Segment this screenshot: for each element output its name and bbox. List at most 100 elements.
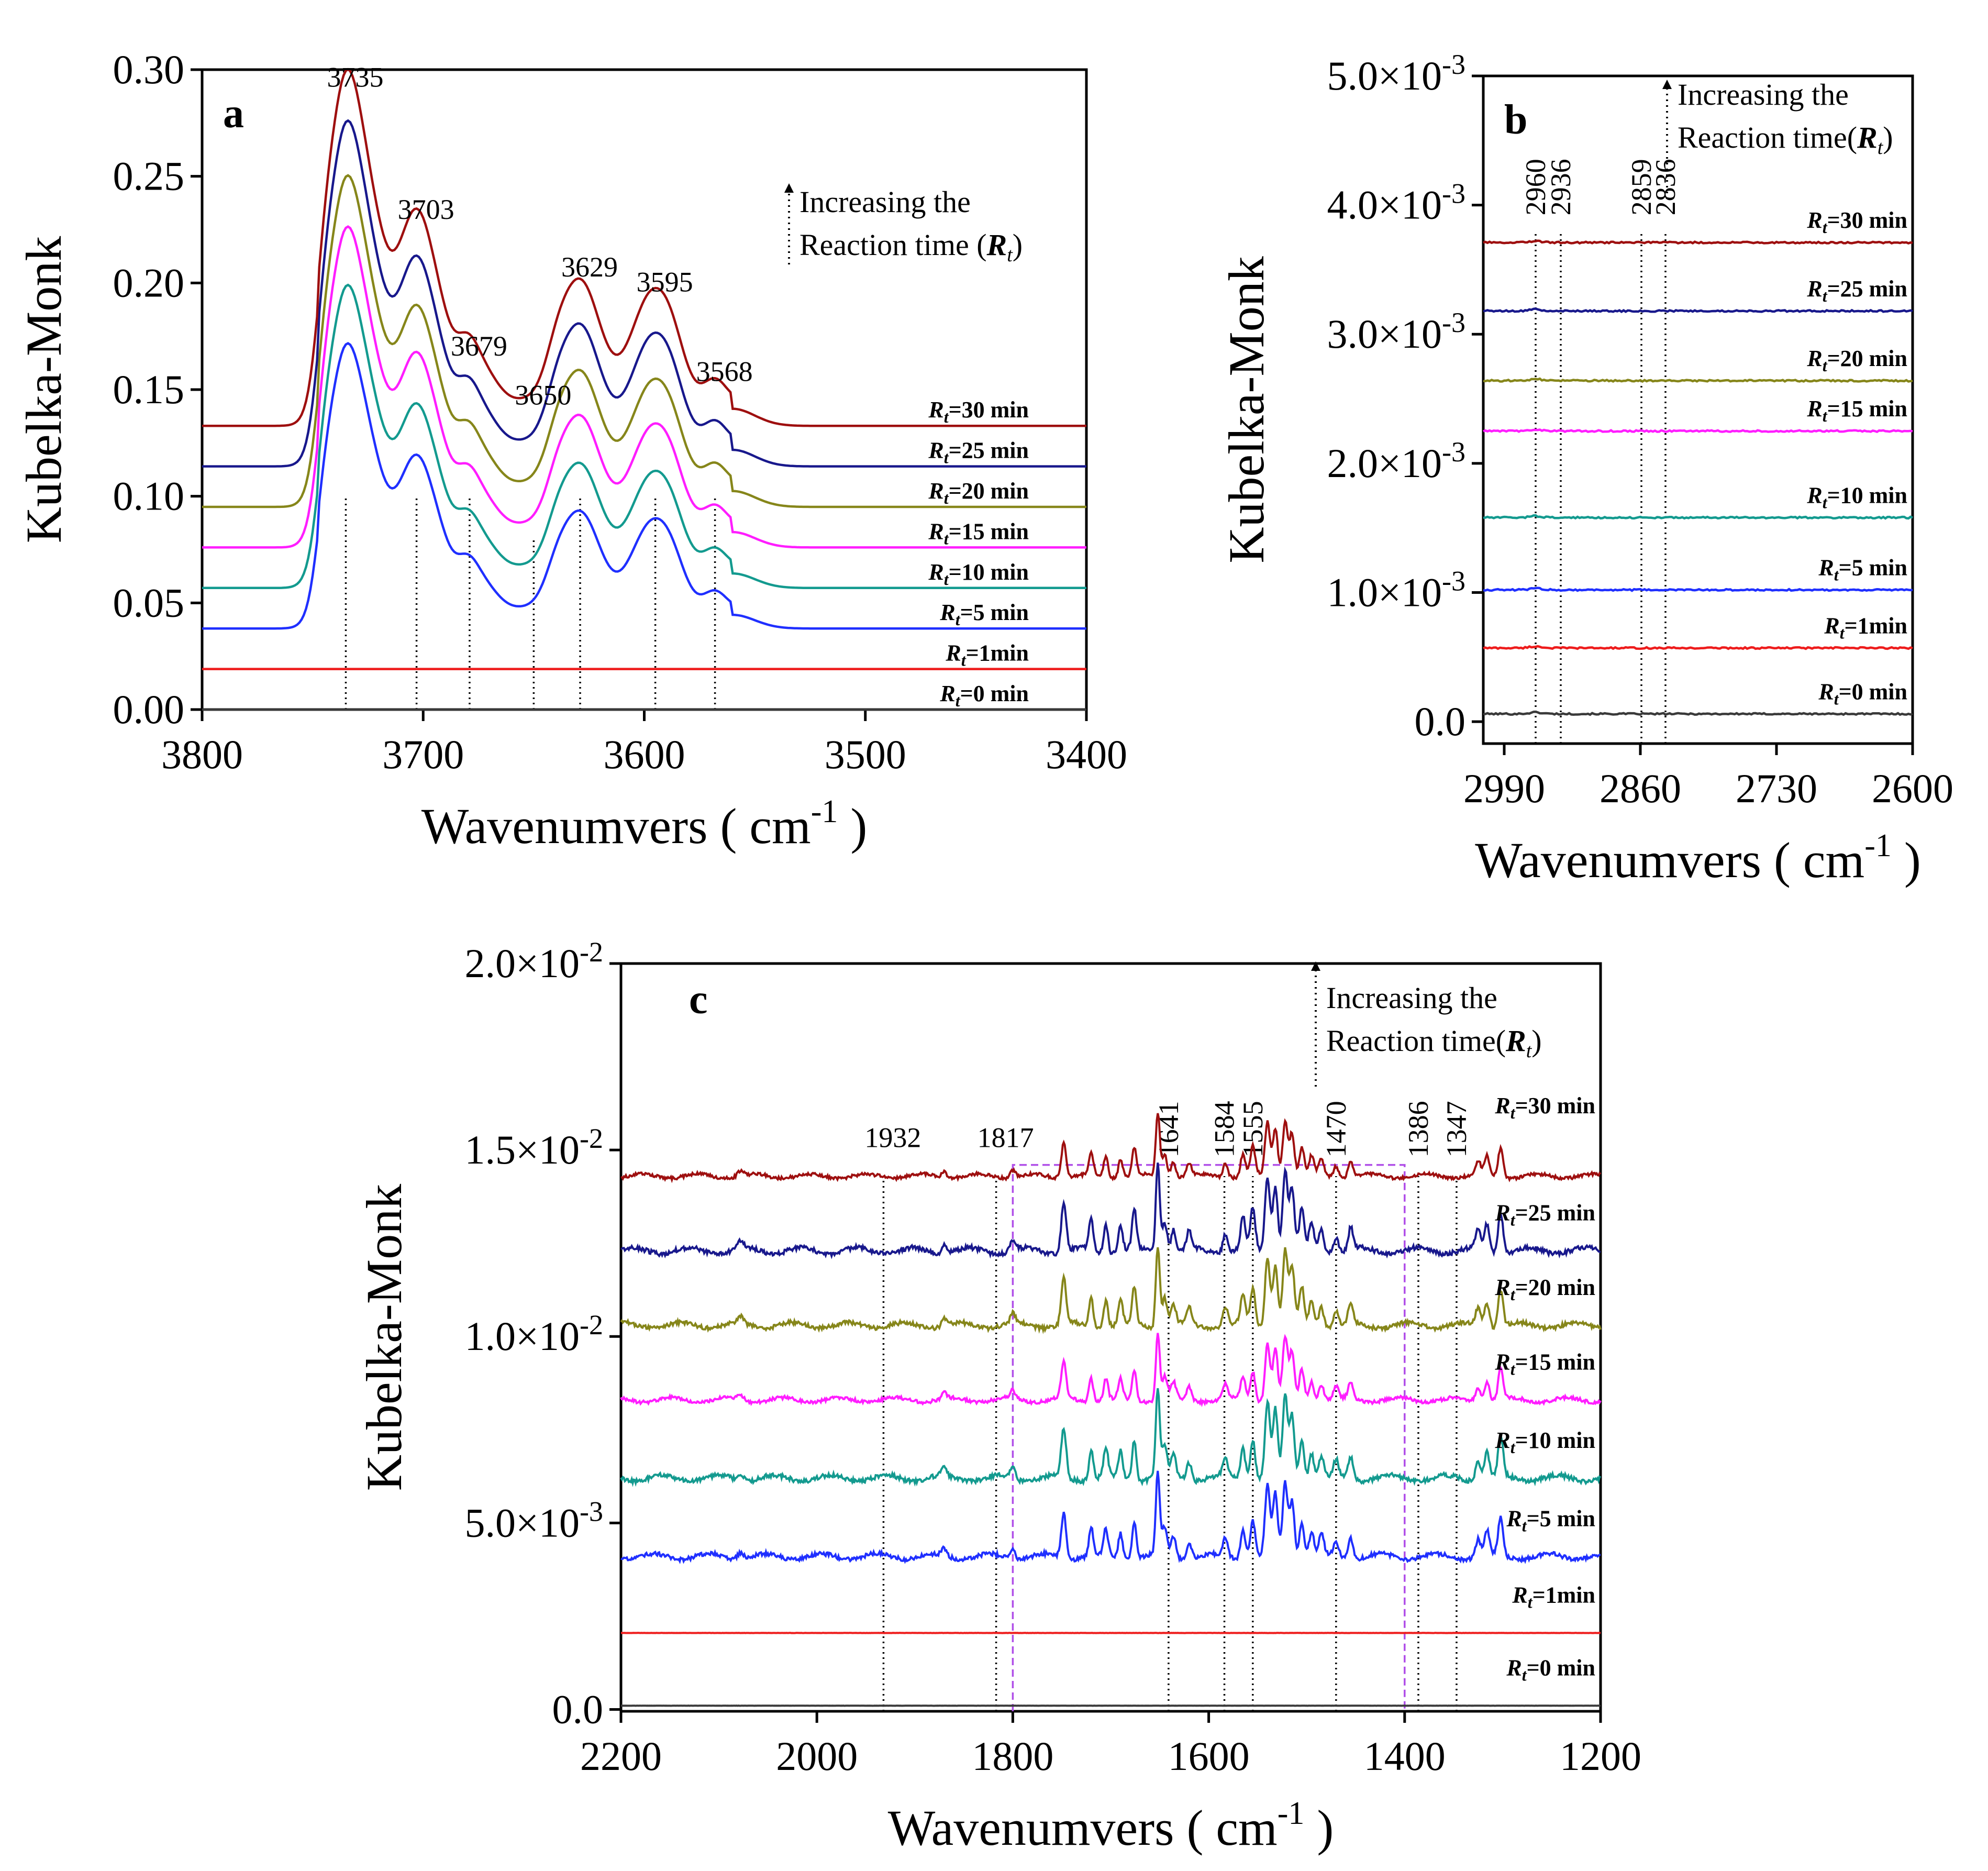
y-tick-label: 1.0×10-2 — [465, 1309, 603, 1359]
series-line — [202, 68, 1086, 427]
series-label: Rt=30 min — [1494, 1093, 1595, 1122]
series-line — [202, 174, 1086, 508]
annotation-line-1: Increasing the — [1326, 981, 1497, 1015]
peak-label: 2936 — [1545, 159, 1576, 215]
y-tick-label: 0.00 — [113, 687, 185, 732]
annotation-arrow-head — [1311, 961, 1320, 971]
x-tick-label: 2990 — [1463, 766, 1545, 811]
series-line — [1483, 645, 1913, 650]
series-label: Rt=10 min — [1494, 1427, 1595, 1457]
y-tick-label: 2.0×10-3 — [1327, 436, 1465, 486]
peak-label: 2859 — [1626, 159, 1657, 215]
series-label: Rt=10 min — [928, 559, 1029, 589]
y-tick-label: 0.20 — [113, 260, 185, 305]
y-tick-label: 0.0 — [552, 1686, 604, 1732]
highlight-box — [1012, 1164, 1406, 1711]
y-tick-label: 1.0×10-3 — [1327, 565, 1465, 615]
peak-label: 3735 — [327, 62, 383, 93]
peak-label: 2960 — [1520, 159, 1551, 215]
x-tick-label: 3500 — [825, 732, 906, 777]
peak-label: 3679 — [451, 330, 507, 362]
annotation-line-1: Increasing the — [799, 185, 971, 219]
series-line — [620, 1113, 1602, 1183]
annotation-arrow-head — [1662, 80, 1672, 89]
x-tick-label: 3700 — [382, 732, 464, 777]
panel-c: 2200 2000 1800 1600 1400 1200 0.0 5.0×10-3 1.0×1… — [356, 936, 1641, 1856]
peak-label: 3650 — [515, 380, 571, 411]
y-tick-label: 0.0 — [1415, 699, 1466, 744]
y-tick-label: 0.05 — [113, 580, 185, 625]
series-line — [1483, 586, 1913, 592]
series-label: Rt=1min — [1512, 1582, 1595, 1611]
y-tick-label: 3.0×10-3 — [1327, 307, 1465, 357]
x-tick-label: 2600 — [1872, 766, 1953, 811]
x-tick-label: 3600 — [604, 732, 685, 777]
x-tick-label: 2200 — [580, 1733, 662, 1779]
series-line — [202, 119, 1086, 468]
series-label: Rt=20 min — [1806, 346, 1907, 375]
peak-label: 3595 — [637, 267, 693, 298]
y-tick-label: 4.0×10-3 — [1327, 178, 1465, 228]
y-tick-label: 0.30 — [113, 47, 185, 92]
series-line — [202, 283, 1086, 590]
series-label: Rt=0 min — [1818, 679, 1907, 708]
x-axis-title: Wavenumvers ( cm-1 ) — [421, 794, 868, 854]
x-tick-label: 1600 — [1168, 1733, 1250, 1779]
series-label: Rt=10 min — [1806, 482, 1907, 512]
panel-a: 3800 3700 3600 3500 3400 0.00 0.05 0.10 0.15 0.20… — [16, 47, 1127, 854]
x-tick-label: 2000 — [776, 1733, 858, 1779]
x-tick-label: 3400 — [1046, 732, 1127, 777]
annotation-line-1: Increasing the — [1678, 78, 1849, 112]
x-tick-label: 2860 — [1600, 766, 1681, 811]
y-tick-label: 1.5×10-2 — [465, 1123, 603, 1172]
series-label: Rt=1min — [1824, 613, 1907, 643]
series-label: Rt=30 min — [1806, 207, 1907, 237]
x-tick-label: 1200 — [1560, 1733, 1641, 1779]
y-tick-label: 0.15 — [113, 367, 185, 412]
series-label: Rt=15 min — [928, 518, 1029, 548]
series-label: Rt=0 min — [939, 681, 1029, 710]
series-label: Rt=5 min — [1818, 555, 1907, 584]
series-label: Rt=0 min — [1506, 1655, 1595, 1684]
peak-label: 3703 — [398, 194, 454, 225]
peak-label: 1932 — [864, 1122, 921, 1153]
annotation-line-2: Reaction time(Rt) — [1678, 120, 1893, 159]
series-label: Rt=5 min — [939, 600, 1029, 629]
series-line — [620, 1333, 1602, 1408]
plot-frame-b — [1482, 74, 1914, 745]
x-tick-label: 1400 — [1364, 1733, 1446, 1779]
y-tick-label: 2.0×10-2 — [465, 936, 603, 986]
panel-label-c: c — [689, 977, 708, 1023]
y-axis-title: Kubelka-Monk — [356, 1184, 412, 1491]
x-axis-title: Wavenumvers ( cm-1 ) — [1475, 828, 1921, 888]
series-line — [1483, 710, 1913, 716]
panel-label-a: a — [223, 91, 244, 137]
series-line — [1483, 514, 1913, 520]
y-axis-title: Kubelka-Monk — [16, 236, 72, 544]
peak-label: 1584 — [1209, 1101, 1240, 1157]
y-tick-label: 5.0×10-3 — [1327, 49, 1465, 98]
panel-b: 2990 2860 2730 2600 0.0 1.0×10-3 2.0×10-3 3.0×1… — [1218, 49, 1953, 888]
panel-label-b: b — [1504, 97, 1528, 143]
y-tick-label: 5.0×10-3 — [465, 1496, 603, 1545]
x-tick-label: 2730 — [1736, 766, 1817, 811]
series-label: Rt=25 min — [1494, 1200, 1595, 1229]
series-line — [202, 225, 1086, 549]
peak-label: 1347 — [1441, 1101, 1472, 1157]
peak-label: 3629 — [561, 251, 618, 283]
series-line — [620, 1470, 1601, 1564]
series-label: Rt=15 min — [1806, 396, 1907, 425]
peak-label: 1470 — [1320, 1101, 1352, 1157]
series-line — [1483, 377, 1913, 383]
x-tick-label: 3800 — [161, 732, 243, 777]
peak-label: 3568 — [696, 356, 753, 388]
series-label: Rt=5 min — [1506, 1505, 1595, 1535]
annotation-line-2: Reaction time (Rt) — [799, 228, 1023, 266]
series-line — [620, 1388, 1602, 1487]
y-axis-title: Kubelka-Monk — [1218, 256, 1274, 563]
x-axis-title: Wavenumvers ( cm-1 ) — [888, 1796, 1334, 1856]
y-tick-label: 0.10 — [113, 473, 185, 519]
series-line — [620, 1247, 1602, 1334]
plot-frame-c — [619, 962, 1602, 1713]
